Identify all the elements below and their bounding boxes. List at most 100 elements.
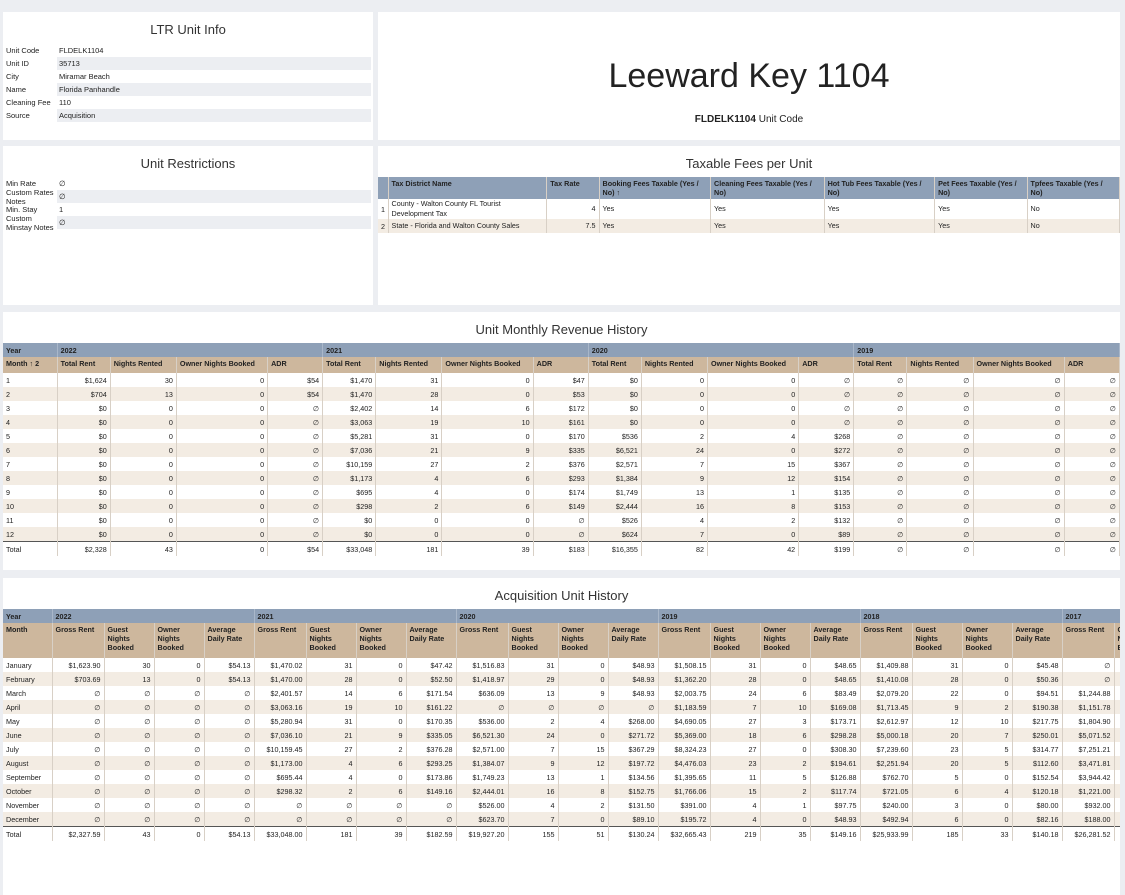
cell: 7.5 xyxy=(546,219,600,233)
cell: $7,239.60 xyxy=(860,742,913,756)
cell: $0 xyxy=(322,527,377,542)
kv-row: Custom Rates Notes ∅ xyxy=(5,188,371,206)
cell: $308.30 xyxy=(810,742,861,756)
kv-row: Source Acquisition xyxy=(5,109,371,122)
cell: $194.61 xyxy=(810,756,861,770)
cell: 19 xyxy=(375,415,443,429)
cell: ∅ xyxy=(204,784,255,798)
kv-row: Unit ID 35713 xyxy=(5,57,371,70)
cell: $0 xyxy=(57,499,111,513)
cell: 13 xyxy=(104,672,155,686)
total-cell: $33,048 xyxy=(322,541,377,556)
cell: ∅ xyxy=(154,770,205,784)
cell: 0 xyxy=(707,387,800,401)
cell: $154 xyxy=(798,471,855,485)
cell: ∅ xyxy=(204,798,255,812)
cell: 11 xyxy=(710,770,761,784)
cell: 0 xyxy=(110,499,177,513)
cell: 30 xyxy=(104,658,155,672)
cell: $48.65 xyxy=(810,658,861,672)
cell: $45.48 xyxy=(1012,658,1063,672)
cell: ∅ xyxy=(973,499,1065,513)
cell: 0 xyxy=(760,742,811,756)
cell: 12 xyxy=(558,756,609,770)
row: 1 $1,624 30 0 $54 $1,470 31 0 $47 $0 0 0 ∅ ∅ ∅ ∅ ∅ xyxy=(3,373,1120,387)
total-cell: 219 xyxy=(710,826,761,841)
panel-title: Unit Restrictions xyxy=(140,156,236,171)
cell: $1,384.07 xyxy=(456,756,509,770)
cell: 0 xyxy=(641,373,708,387)
cell: $131.50 xyxy=(608,798,659,812)
cell: 9 xyxy=(912,700,963,714)
cell: $1,749 xyxy=(588,485,642,499)
row: 10 $0 0 0 ∅ $298 2 6 $149 $2,444 16 8 $153 ∅ ∅ ∅ ∅ xyxy=(3,499,1120,513)
cell: 6 xyxy=(356,686,407,700)
cell: ∅ xyxy=(533,527,589,542)
cell: $1,470 xyxy=(322,387,377,401)
row: November ∅ ∅ ∅ ∅ ∅ ∅ ∅ ∅ $526.00 4 2 $131.50 $391.00 4… xyxy=(3,798,1120,812)
month: 11 xyxy=(3,513,58,527)
cell: 3 xyxy=(912,798,963,812)
total-cell: ∅ xyxy=(1064,541,1120,556)
cell xyxy=(1114,798,1120,812)
column-header: Gross Rent xyxy=(1062,623,1115,658)
row: 2 $704 13 0 $54 $1,470 28 0 $53 $0 0 0 ∅ ∅ ∅ ∅ ∅ xyxy=(3,387,1120,401)
cell: 0 xyxy=(962,658,1013,672)
cell: $135 xyxy=(798,485,855,499)
cell: Yes xyxy=(599,219,712,233)
kv-row: Min Rate ∅ xyxy=(5,177,371,190)
cell: 2 xyxy=(962,700,1013,714)
cell: 0 xyxy=(110,429,177,443)
cell: 0 xyxy=(707,401,800,415)
cell: ∅ xyxy=(204,812,255,827)
row: August ∅ ∅ ∅ ∅ $1,173.00 4 6 $293.25 $1,384.07 9 12… xyxy=(3,756,1120,770)
cell: ∅ xyxy=(1064,429,1120,443)
total-cell: $199 xyxy=(798,541,855,556)
cell: $0 xyxy=(57,485,111,499)
cell: $54.13 xyxy=(204,672,255,686)
cell: 28 xyxy=(375,387,443,401)
cell: ∅ xyxy=(853,443,908,457)
cell: $636.09 xyxy=(456,686,509,700)
column-header: Average Daily Rate xyxy=(608,623,659,658)
cell: ∅ xyxy=(1064,485,1120,499)
cell: $3,471.81 xyxy=(1062,756,1115,770)
cell: 2 xyxy=(760,756,811,770)
cell: $695.44 xyxy=(254,770,307,784)
cell: 0 xyxy=(441,485,534,499)
cell: 27 xyxy=(375,457,443,471)
cell: $1,516.83 xyxy=(456,658,509,672)
cell: 9 xyxy=(508,756,559,770)
row: 2 State - Florida and Walton County Sales… xyxy=(378,219,1120,233)
cell: $0 xyxy=(322,513,377,527)
total-label: Total xyxy=(3,826,53,841)
cell: Yes xyxy=(710,199,825,219)
cell: $0 xyxy=(588,415,642,429)
cell: ∅ xyxy=(973,485,1065,499)
cell: 0 xyxy=(760,658,811,672)
cell: 7 xyxy=(962,728,1013,742)
cell: ∅ xyxy=(1064,513,1120,527)
kv-label: Custom Minstay Notes xyxy=(6,213,54,232)
year-header: 2017 xyxy=(1062,609,1120,623)
cell: ∅ xyxy=(906,443,974,457)
cell: ∅ xyxy=(798,415,855,429)
cell: 4 xyxy=(962,784,1013,798)
cell: ∅ xyxy=(267,415,324,429)
column-header: Owner Nights Booked xyxy=(176,357,269,373)
cell: ∅ xyxy=(533,513,589,527)
cell: ∅ xyxy=(52,700,105,714)
kv-value: Acquisition xyxy=(57,109,371,122)
cell: $161 xyxy=(533,415,589,429)
total-cell: $32,665.43 xyxy=(658,826,711,841)
cell: 4 xyxy=(375,471,443,485)
cell: $152.75 xyxy=(608,784,659,798)
cell: 6 xyxy=(356,784,407,798)
cell: 13 xyxy=(508,770,559,784)
cell: 24 xyxy=(710,686,761,700)
cell: ∅ xyxy=(306,798,357,812)
month: 4 xyxy=(3,415,58,429)
cell: 20 xyxy=(912,756,963,770)
cell: ∅ xyxy=(52,728,105,742)
cell: ∅ xyxy=(52,756,105,770)
